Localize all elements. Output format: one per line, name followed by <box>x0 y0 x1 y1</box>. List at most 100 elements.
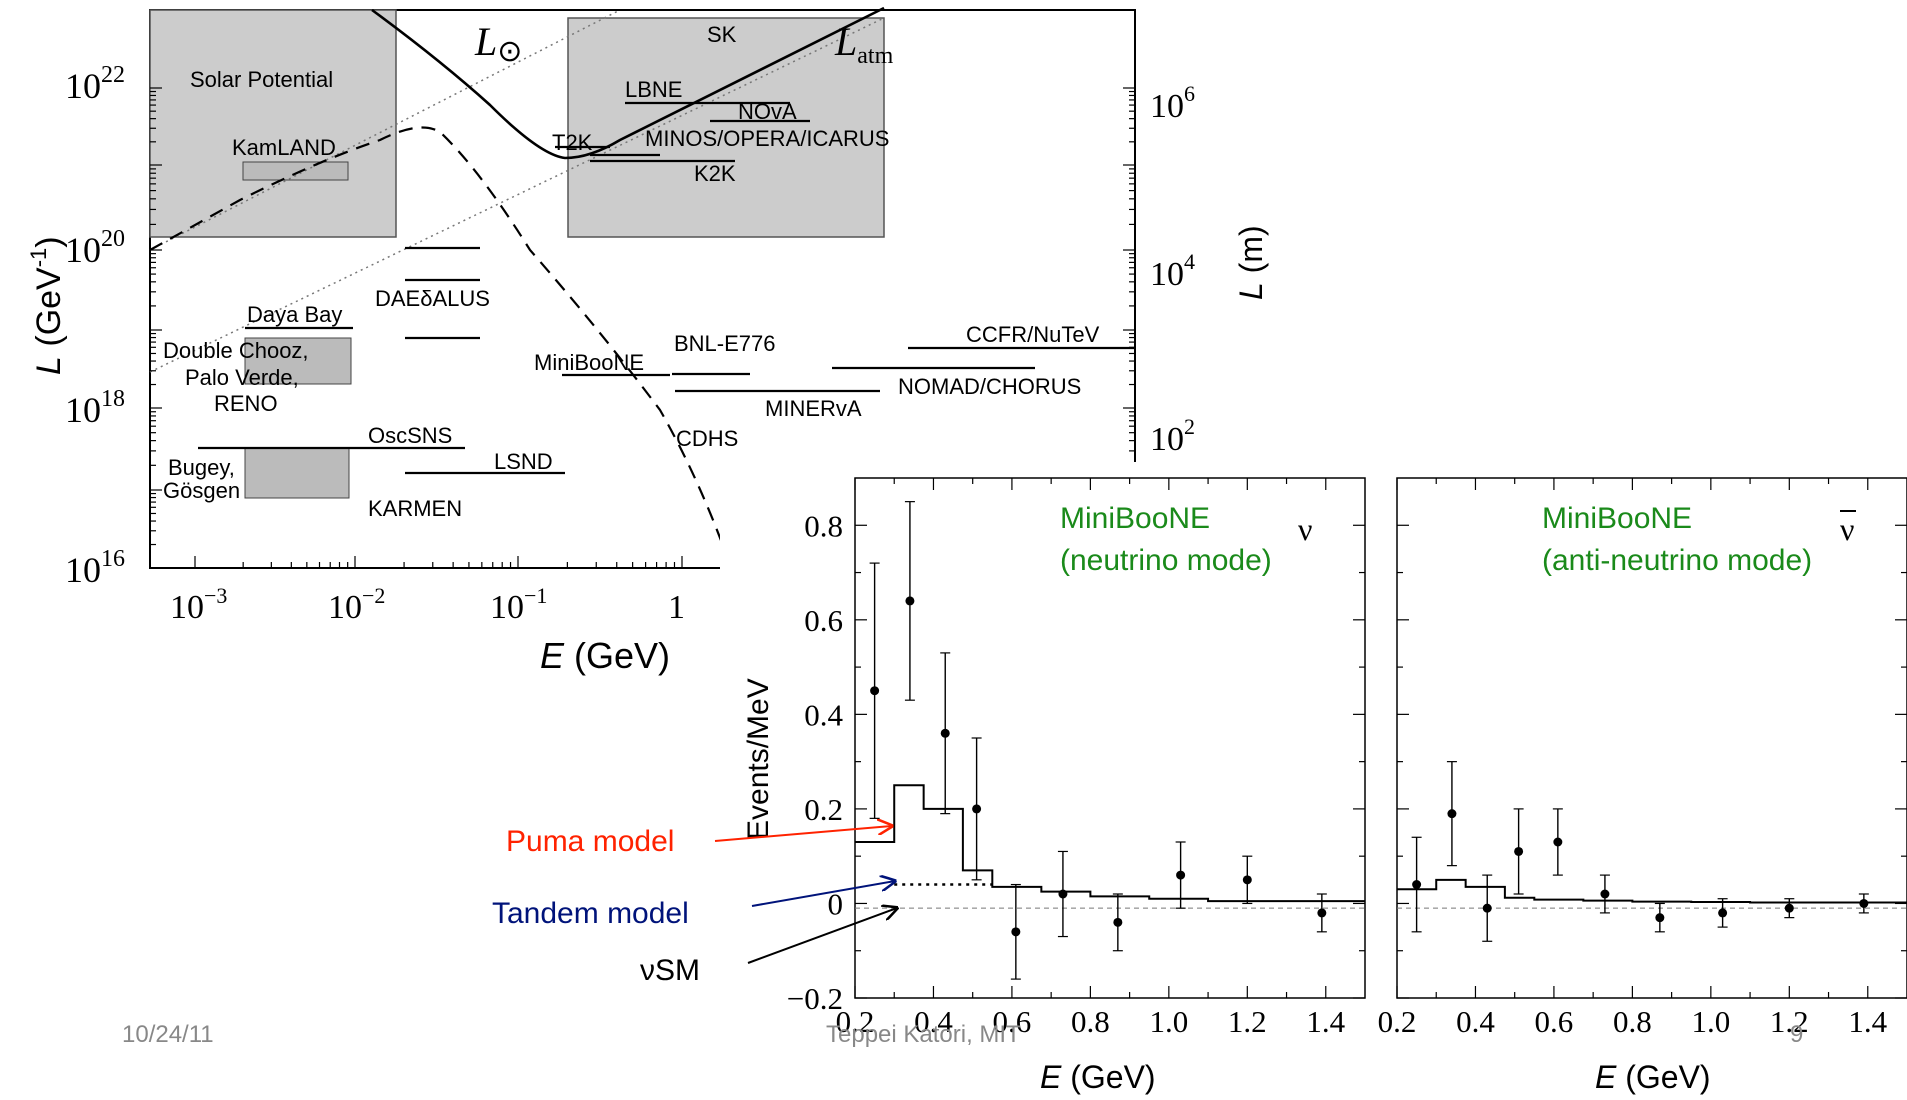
footer-author: Teppei Katori, MIT <box>826 1021 1021 1048</box>
anu-plot-frame <box>1396 477 1907 999</box>
label-nova: NOvA <box>738 99 797 124</box>
lower-panels-background <box>720 462 1907 1100</box>
y-tick-16: 1016 <box>65 546 125 590</box>
x-tick-label: 1.2 <box>1770 1004 1809 1039</box>
y-axis-right-label: L (m) <box>1233 225 1269 300</box>
annotation-nusm: νSM <box>640 954 700 987</box>
anu-mode-title: MiniBooNE <box>1542 502 1692 535</box>
data-point <box>1718 908 1728 918</box>
nu-y-axis-label: Events/MeV <box>742 678 775 840</box>
data-point <box>1859 898 1869 908</box>
y-tick-label: 0.4 <box>804 697 843 732</box>
y-axis-left-label: L (GeV-1) <box>26 236 68 375</box>
y-tick-20: 1020 <box>65 226 125 270</box>
label-ccfr-nutev: CCFR/NuTeV <box>966 322 1100 347</box>
data-point <box>1482 903 1492 913</box>
label-miniboone: MiniBooNE <box>534 350 644 375</box>
label-minos-opera-icarus: MINOS/OPERA/ICARUS <box>645 126 889 151</box>
nu-symbol: ν <box>1298 511 1312 547</box>
data-point <box>1058 889 1068 899</box>
anu-mode-subtitle: (anti-neutrino mode) <box>1542 544 1812 577</box>
x-axis-label-left: E (GeV) <box>540 635 670 676</box>
antineutrino-mode-panel: 0.2 0.4 0.6 0.8 1.0 1.2 1.4 MiniBooNE (anti-ne… <box>1378 477 1907 1095</box>
data-point <box>1655 913 1665 923</box>
data-point <box>1113 917 1123 927</box>
x-tick-1: 1 <box>668 589 685 626</box>
x-tick-label: 1.0 <box>1149 1004 1188 1039</box>
data-point <box>1784 903 1794 913</box>
label-double-chooz: Double Chooz, <box>163 338 309 363</box>
anu-x-axis-label: E (GeV) <box>1595 1059 1711 1095</box>
y-tick-22: 1022 <box>65 62 125 106</box>
x-tick-label: 0.4 <box>1456 1004 1495 1039</box>
l-solar-curve <box>149 126 732 566</box>
label-kamland: KamLAND <box>232 135 336 160</box>
anu-model-histogram <box>1397 878 1907 904</box>
label-l-atm: Latm <box>834 19 894 69</box>
data-point <box>1011 927 1021 937</box>
data-point <box>1317 908 1327 918</box>
neutrino-mode-panel: 0.80.60.40.20−0.2 0.2 0.4 0.6 0.8 1.0 1.2 1.4 … <box>742 477 1366 1095</box>
x-tick-label: 0.6 <box>993 1004 1032 1039</box>
x-tick-label: 0.8 <box>1613 1004 1652 1039</box>
label-l-solar: L⊙ <box>474 19 522 68</box>
x-tick-label: 0.6 <box>1535 1004 1574 1039</box>
nu-mode-title: MiniBooNE <box>1060 502 1210 535</box>
box-bugey <box>244 447 350 499</box>
x-tick-label: 1.2 <box>1228 1004 1267 1039</box>
y-tick-label: −0.2 <box>787 981 843 1016</box>
label-karmen: KARMEN <box>368 496 462 521</box>
arrow-tandem-model <box>751 881 895 907</box>
data-point <box>1600 889 1610 899</box>
data-point <box>1242 875 1252 885</box>
data-point <box>905 596 915 606</box>
x-tick-label: 1.4 <box>1306 1004 1345 1039</box>
x-tick-label: 1.0 <box>1691 1004 1730 1039</box>
footer-date: 10/24/11 <box>122 1021 214 1048</box>
data-point <box>1447 809 1457 819</box>
x-tick-label: 0.2 <box>1378 1004 1417 1039</box>
label-nomad-chorus: NOMAD/CHORUS <box>898 374 1081 399</box>
label-t2k: T2K <box>552 130 593 155</box>
nu-plot-frame <box>854 477 1366 999</box>
y-tick-label: 0.8 <box>804 508 843 543</box>
data-point <box>1514 846 1524 856</box>
data-point <box>1412 880 1422 890</box>
label-lsnd: LSND <box>494 449 553 474</box>
label-lbne: LBNE <box>625 77 682 102</box>
label-sk: SK <box>707 22 737 47</box>
label-oscsns: OscSNS <box>368 423 452 448</box>
data-point <box>870 686 880 696</box>
nu-data-points <box>869 501 1327 980</box>
experiment-lines <box>198 101 1135 475</box>
label-l-atm-sub: atm <box>857 43 893 69</box>
region-sk <box>567 17 885 238</box>
y-right-tick-4: 104 <box>1150 249 1195 293</box>
footer-page: 9 <box>1790 1021 1803 1048</box>
l-vs-e-chart: Solar Potential SK KamLAND LBNE NOvA T2K… <box>26 6 1269 676</box>
nu-mode-subtitle: (neutrino mode) <box>1060 544 1272 577</box>
box-kamland <box>242 161 349 181</box>
annotation-puma-model: Puma model <box>506 825 674 858</box>
label-minerva: MINERvA <box>765 396 862 421</box>
x-tick-1e-1: 10−1 <box>490 583 547 626</box>
y-right-tick-2: 102 <box>1150 414 1195 458</box>
data-point <box>940 728 950 738</box>
nu-model-histogram <box>855 784 1365 903</box>
x-tick-label: 0.2 <box>836 1004 875 1039</box>
y-tick-label: 0 <box>828 886 844 921</box>
dotted-line-lower <box>149 17 885 373</box>
dotted-line-upper <box>149 9 621 251</box>
annotation-tandem-model: Tandem model <box>492 897 689 930</box>
data-point <box>1176 870 1186 880</box>
y-tick-label: 0.2 <box>804 792 843 827</box>
x-tick-1e-3: 10−3 <box>170 583 227 626</box>
label-cdhs: CDHS <box>676 426 738 451</box>
nu-x-axis-label: E (GeV) <box>1040 1059 1156 1095</box>
label-palo-verde: Palo Verde, <box>185 365 299 390</box>
y-right-tick-6: 106 <box>1150 81 1195 125</box>
box-daya-bay <box>244 337 352 385</box>
nu-tick-marks <box>854 478 1365 999</box>
y-tick-18: 1018 <box>65 386 125 430</box>
